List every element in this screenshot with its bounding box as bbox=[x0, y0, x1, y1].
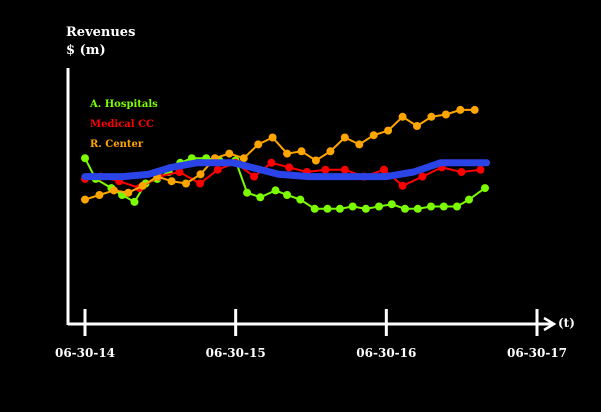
data-point bbox=[254, 140, 263, 149]
data-point bbox=[439, 202, 448, 211]
data-point bbox=[441, 110, 450, 119]
data-point bbox=[465, 195, 473, 204]
data-point bbox=[138, 181, 147, 190]
data-point bbox=[175, 168, 184, 176]
data-point bbox=[398, 181, 407, 190]
data-point bbox=[387, 200, 396, 209]
data-point bbox=[196, 179, 205, 188]
legend-entry: R. Center bbox=[90, 139, 144, 150]
data-point bbox=[476, 165, 485, 174]
data-point bbox=[109, 186, 118, 195]
data-point bbox=[310, 204, 319, 213]
data-point bbox=[369, 131, 378, 140]
data-point bbox=[243, 188, 252, 197]
data-point bbox=[296, 195, 305, 204]
data-point bbox=[380, 165, 388, 174]
data-point bbox=[456, 105, 465, 114]
data-point bbox=[167, 177, 176, 186]
x-axis-arrow bbox=[543, 316, 557, 332]
data-point bbox=[283, 191, 292, 199]
data-point bbox=[401, 204, 409, 213]
legend-entry: Medical CC bbox=[90, 119, 154, 130]
data-point bbox=[297, 147, 306, 156]
data-point bbox=[413, 122, 421, 130]
data-point bbox=[283, 149, 292, 158]
data-point bbox=[130, 197, 139, 206]
x-tick-label: 06-30-14 bbox=[55, 346, 115, 360]
data-point bbox=[481, 184, 489, 193]
x-axis-label: (t) bbox=[558, 316, 575, 330]
data-point bbox=[271, 186, 280, 195]
data-point bbox=[95, 191, 104, 199]
data-point bbox=[81, 195, 89, 204]
data-point bbox=[225, 149, 234, 158]
y-axis-label-line1: Revenues bbox=[66, 25, 135, 40]
data-point bbox=[453, 202, 461, 211]
data-point bbox=[335, 204, 344, 213]
data-point bbox=[427, 112, 436, 121]
data-point bbox=[124, 188, 133, 197]
data-point bbox=[427, 202, 435, 211]
data-point bbox=[326, 147, 335, 156]
data-point bbox=[323, 204, 332, 213]
data-point bbox=[413, 204, 422, 213]
data-point bbox=[311, 156, 320, 165]
data-point bbox=[239, 154, 248, 163]
data-point bbox=[250, 172, 259, 181]
data-point bbox=[340, 165, 349, 174]
legend-entry: A. Hospitals bbox=[89, 99, 158, 110]
y-axis-label-line2: $ (m) bbox=[66, 43, 106, 58]
data-point bbox=[267, 158, 276, 167]
data-point bbox=[196, 170, 205, 179]
data-point bbox=[384, 126, 393, 135]
data-point bbox=[268, 133, 277, 142]
x-tick-label: 06-30-15 bbox=[206, 346, 266, 360]
data-point bbox=[470, 105, 479, 114]
data-point bbox=[375, 202, 383, 211]
data-point bbox=[256, 193, 265, 202]
data-point bbox=[182, 179, 190, 188]
data-point bbox=[361, 204, 370, 213]
series-line bbox=[84, 108, 476, 201]
trend-line bbox=[81, 159, 491, 181]
x-tick-label: 06-30-17 bbox=[507, 346, 567, 360]
data-point bbox=[398, 112, 407, 121]
data-point bbox=[321, 165, 330, 174]
x-tick-label: 06-30-16 bbox=[356, 346, 416, 360]
data-point bbox=[81, 154, 89, 163]
data-point bbox=[457, 168, 466, 176]
data-point bbox=[418, 172, 427, 181]
data-point bbox=[355, 140, 364, 149]
data-point bbox=[348, 202, 357, 211]
data-point bbox=[340, 133, 349, 142]
data-point bbox=[213, 165, 222, 174]
data-point bbox=[285, 163, 294, 172]
